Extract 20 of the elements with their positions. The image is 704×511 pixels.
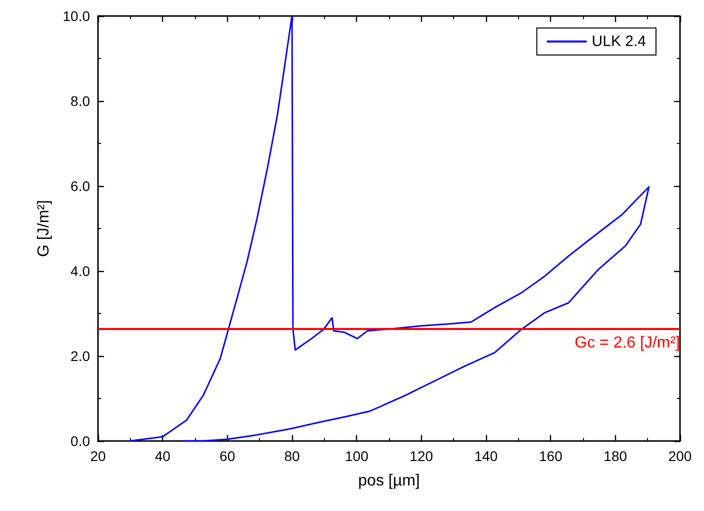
y-axis-title: G [J/m²] <box>35 200 52 257</box>
x-tick-label: 20 <box>90 448 106 464</box>
y-tick-label: 6.0 <box>70 178 90 194</box>
x-tick-label: 100 <box>344 448 369 464</box>
y-tick-label: 4.0 <box>70 263 90 279</box>
y-tick-label: 8.0 <box>70 93 90 109</box>
x-tick-label: 120 <box>410 448 434 464</box>
x-tick-label: 180 <box>604 448 628 464</box>
x-tick-label: 160 <box>538 448 563 464</box>
ref-line-label: Gc = 2.6 [J/m²] <box>574 334 680 352</box>
x-tick-label: 60 <box>220 448 236 464</box>
x-tick-label: 200 <box>668 448 692 464</box>
x-axis-title: pos [µm] <box>358 472 420 490</box>
y-tick-label: 0.0 <box>70 433 90 449</box>
y-tick-label: 10.0 <box>62 8 90 24</box>
x-tick-label: 80 <box>284 448 300 464</box>
x-tick-label: 140 <box>474 448 498 464</box>
x-tick-label: 40 <box>154 448 171 464</box>
y-tick-label: 2.0 <box>70 348 90 364</box>
legend-label: ULK 2.4 <box>592 33 646 50</box>
